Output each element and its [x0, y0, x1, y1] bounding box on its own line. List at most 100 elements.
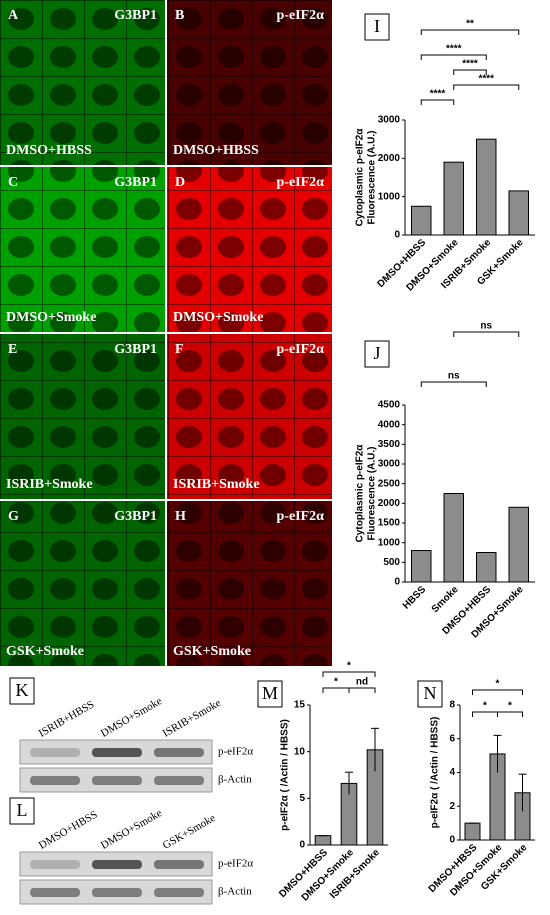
- blot-band: [154, 860, 204, 869]
- panel-letter: D: [175, 175, 185, 190]
- bar: [314, 835, 332, 846]
- panel-letter: L: [17, 800, 28, 820]
- y-axis-label: Fluorescence (A.U.): [367, 447, 378, 541]
- blot-band: [154, 776, 204, 785]
- bar: [508, 190, 529, 236]
- panel-marker: G3BP1: [114, 342, 157, 357]
- band-label: β-Actin: [218, 886, 252, 898]
- significance-label: ****: [430, 89, 446, 100]
- y-tick-label: 15: [294, 700, 306, 711]
- significance-bracket: [322, 687, 350, 693]
- blot-band: [154, 888, 204, 897]
- y-tick-label: 1000: [378, 537, 401, 548]
- blot-band: [92, 860, 142, 869]
- y-tick-label: 0: [394, 230, 400, 241]
- y-tick-label: 10: [294, 746, 306, 757]
- blot-band: [30, 888, 80, 897]
- significance-bracket: [420, 54, 487, 60]
- panel-letter-box: [9, 677, 35, 705]
- y-tick-label: 0: [394, 577, 400, 588]
- significance-label: *: [508, 701, 512, 712]
- micrograph-texture: [167, 334, 332, 499]
- panel-marker: p-eIF2α: [277, 342, 325, 357]
- significance-label: ns: [480, 321, 492, 332]
- y-tick-label: 0: [449, 835, 455, 846]
- panel-letter: J: [373, 343, 380, 363]
- y-axis-label: p-eIF2α ( /Actin / HBSS): [430, 717, 441, 829]
- blot-band: [30, 776, 80, 785]
- lane-label: GSK+Smoke: [161, 812, 218, 852]
- panel-letter-box: [257, 680, 283, 708]
- y-tick-label: 2: [449, 801, 455, 812]
- y-tick-label: 3000: [378, 459, 401, 470]
- y-tick-label: 2000: [378, 153, 401, 164]
- y-tick-label: 3000: [378, 115, 401, 126]
- y-axis-label: p-eIF2α ( /Actin / HBSS): [280, 719, 291, 831]
- significance-label: *: [347, 661, 351, 672]
- panel-letter: B: [175, 8, 184, 23]
- significance-bracket: [322, 671, 376, 677]
- panel-letter-box: [9, 797, 35, 825]
- micrograph-texture: [167, 501, 332, 666]
- y-tick-label: 0: [299, 840, 305, 851]
- blot-band: [30, 748, 80, 757]
- y-tick-label: 500: [383, 557, 400, 568]
- y-tick-label: 1000: [378, 191, 401, 202]
- panel-condition: GSK+Smoke: [173, 644, 251, 659]
- significance-label: *: [483, 701, 487, 712]
- panel-marker: G3BP1: [114, 175, 157, 190]
- blot-band: [154, 748, 204, 757]
- panel-letter: E: [8, 342, 17, 357]
- panel-condition: ISRIB+Smoke: [6, 477, 93, 492]
- panel-letter: F: [175, 342, 184, 357]
- bar: [411, 205, 432, 236]
- significance-label: **: [466, 19, 474, 30]
- bar: [476, 138, 497, 236]
- band-label: p-eIF2α: [218, 746, 253, 758]
- y-axis-label: Cytoplasmic p-eIF2α: [355, 444, 366, 543]
- y-tick-label: 5: [299, 793, 305, 804]
- panel-letter: K: [16, 680, 29, 700]
- panel-condition: DMSO+Smoke: [6, 310, 96, 325]
- y-tick-label: 2500: [378, 478, 401, 489]
- panel-condition: ISRIB+Smoke: [173, 477, 260, 492]
- panel-letter: G: [8, 509, 19, 524]
- significance-bracket: [453, 69, 487, 75]
- y-tick-label: 2000: [378, 498, 401, 509]
- band-label: p-eIF2α: [218, 858, 253, 870]
- significance-label: nd: [356, 677, 368, 688]
- panel-condition: DMSO+Smoke: [173, 310, 263, 325]
- panel-marker: p-eIF2α: [277, 175, 325, 190]
- significance-label: ns: [448, 371, 460, 382]
- y-tick-label: 8: [449, 700, 455, 711]
- y-tick-label: 4000: [378, 419, 401, 430]
- y-tick-label: 1500: [378, 518, 401, 529]
- micrograph-texture: [167, 167, 332, 332]
- bar: [443, 493, 464, 583]
- lane-label: ISRIB+HBSS: [37, 698, 97, 739]
- significance-label: ****: [446, 44, 462, 55]
- micrograph-texture: [0, 167, 165, 332]
- panel-marker: p-eIF2α: [277, 8, 325, 23]
- significance-bracket: [472, 689, 523, 695]
- panel-letter-box: [364, 13, 390, 41]
- lane-label: DMSO+Smoke: [99, 695, 164, 740]
- panel-letter: I: [374, 16, 380, 36]
- lane-label: DMSO+HBSS: [37, 809, 100, 852]
- y-tick-label: 6: [449, 733, 455, 744]
- significance-label: ****: [478, 74, 494, 85]
- y-tick-label: 3500: [378, 439, 401, 450]
- micrograph-texture: [0, 501, 165, 666]
- lane-label: DMSO+Smoke: [99, 807, 164, 852]
- blot-band: [30, 860, 80, 869]
- panel-letter: M: [262, 683, 278, 703]
- band-label: β-Actin: [218, 774, 252, 786]
- significance-bracket: [453, 331, 520, 337]
- micrograph-texture: [0, 0, 165, 165]
- panel-condition: GSK+Smoke: [6, 644, 84, 659]
- blot-band: [92, 748, 142, 757]
- panel-letter: H: [175, 509, 186, 524]
- significance-bracket: [420, 381, 487, 387]
- blot-band: [92, 776, 142, 785]
